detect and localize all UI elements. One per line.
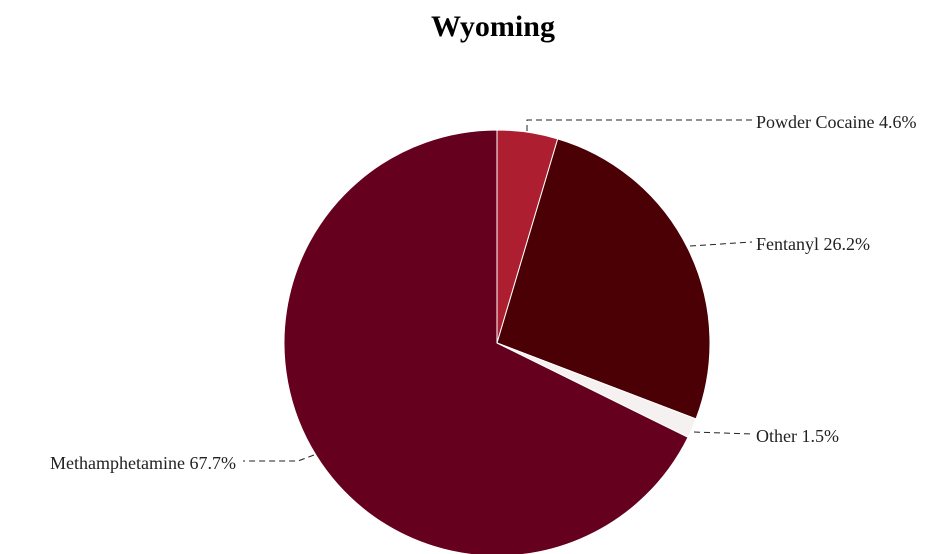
leader-line-methamphetamine: [243, 454, 315, 462]
slice-label-fentanyl: Fentanyl 26.2%: [756, 234, 870, 254]
chart-title: Wyoming: [431, 10, 555, 43]
slice-label-other: Other 1.5%: [756, 426, 839, 446]
leader-line-fentanyl: [689, 241, 753, 247]
pie-slices: [283, 129, 711, 554]
pie-labels: Powder Cocaine 4.6% Fentanyl 26.2% Other 1…: [50, 112, 916, 473]
slice-fentanyl: [496, 138, 711, 420]
slice-label-methamphetamine: Methamphetamine 67.7%: [50, 453, 236, 473]
slice-label-powder-cocaine: Powder Cocaine 4.6%: [756, 112, 916, 132]
leader-line-other: [693, 431, 753, 435]
slice-methamphetamine: [283, 129, 689, 554]
leader-line-powder-cocaine: [526, 119, 752, 131]
